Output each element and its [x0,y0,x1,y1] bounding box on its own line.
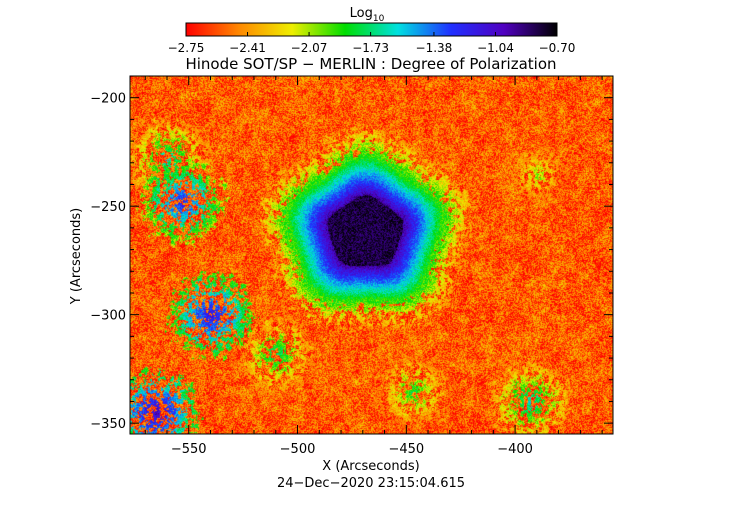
colorbar-tick-label: −1.04 [477,41,514,55]
colorbar-ticks: −2.75 −2.41 −2.07 −1.73 −1.38 −1.04 −0.70 [168,32,576,55]
colorbar-tick-label: −1.73 [352,41,389,55]
x-tick-label: −500 [280,442,316,457]
plot-frame [129,75,614,435]
timestamp: 24−Dec−2020 23:15:04.615 [277,476,465,491]
y-tick-label: −300 [90,309,126,324]
x-axis-label: X (Arcseconds) [322,459,419,474]
plot-area: −550 −500 −450 −400 −200 −250 −300 −350 [90,75,614,457]
colorbar-tick-label: −2.07 [291,41,328,55]
colorbar-tick-label: −2.41 [229,41,266,55]
x-tick-label: −400 [497,442,533,457]
y-axis-label: Y (Arcseconds) [69,208,84,305]
y-tick-label: −250 [90,200,126,215]
x-tick-label: −450 [388,442,424,457]
polarization-heatmap [130,76,613,434]
colorbar-tick-label: −1.38 [416,41,453,55]
x-axis: −550 −500 −450 −400 [144,76,603,457]
y-axis: −200 −250 −300 −350 [90,75,613,432]
colorbar-tick-label: −0.70 [539,41,576,55]
colorbar-tick-label: −2.75 [168,41,205,55]
y-tick-label: −200 [90,92,126,107]
chart-title: Hinode SOT/SP − MERLIN : Degree of Polar… [185,55,556,73]
colorbar-label: Log10 [350,6,385,24]
y-tick-label: −350 [90,417,126,432]
colorbar-gradient [185,22,558,37]
x-tick-label: −550 [171,442,207,457]
colorbar: Log10 −2.75 −2.41 −2.07 −1.73 −1.38 −1.04 −0.7… [168,6,576,55]
